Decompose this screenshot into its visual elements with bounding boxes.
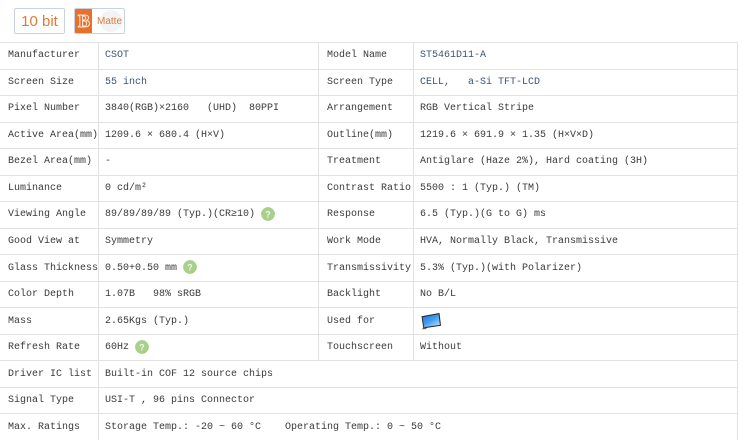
svg-text:?: ?	[139, 342, 144, 352]
svg-text:B: B	[77, 11, 89, 31]
svg-text:?: ?	[187, 262, 192, 272]
svg-text:?: ?	[265, 209, 270, 219]
